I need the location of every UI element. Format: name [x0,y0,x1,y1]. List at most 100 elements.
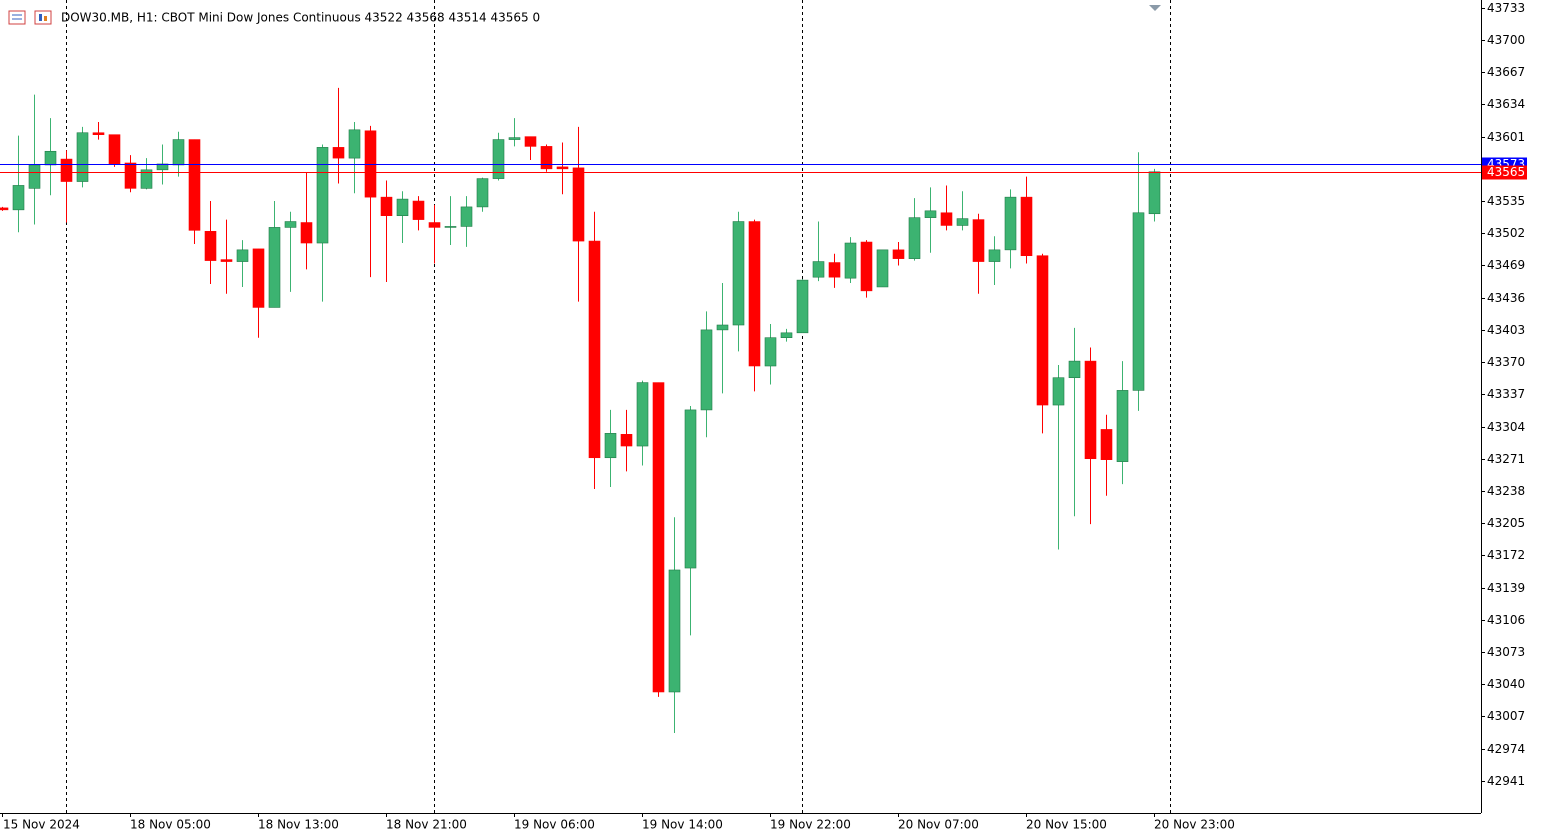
y-tick-label: 43370 [1487,355,1525,369]
candle-body [1004,196,1017,251]
candle-body [556,166,569,170]
candle-body [972,219,985,262]
candle-body [364,130,377,198]
icon [34,10,52,25]
y-tick-label: 43304 [1487,420,1525,434]
chart-title: DOW30.MB, H1: CBOT Mini Dow Jones Contin… [61,11,540,25]
y-tick-label: 43733 [1487,1,1525,15]
candle-body [764,337,777,367]
candle-body [1052,377,1065,406]
candle-body [876,249,889,288]
candle-body [380,196,393,216]
y-tick-label: 43172 [1487,548,1525,562]
candle-body [140,169,153,189]
candle-body [892,249,905,259]
candle-body [124,162,137,189]
x-tick-label: 20 Nov 07:00 [898,818,979,832]
candle-body [492,139,505,179]
candle-body [620,434,633,447]
candle-body [604,433,617,459]
y-tick-label: 43403 [1487,323,1525,337]
x-tick-label: 15 Nov 2024 [3,818,80,832]
y-tick-label: 43502 [1487,226,1525,240]
y-tick-label: 43139 [1487,581,1525,595]
candle-body [156,163,169,171]
y-tick-label: 43700 [1487,33,1525,47]
candle-body [188,139,201,231]
candle-body [828,262,841,278]
x-tick-label: 18 Nov 21:00 [386,818,467,832]
candle-body [572,167,585,242]
icon [44,16,47,21]
candle-body [92,132,105,135]
candle-body [924,210,937,218]
candle-body [444,226,457,228]
icon [39,14,42,21]
y-tick-label: 43106 [1487,613,1525,627]
candle-body [220,259,233,262]
candle-body [636,382,649,447]
candle-body [652,382,665,693]
x-tick-label: 19 Nov 06:00 [514,818,595,832]
candle-body [12,185,25,211]
y-tick-label: 43337 [1487,387,1525,401]
y-tick-label: 43040 [1487,677,1525,691]
candle-body [268,227,281,308]
candle-body [988,249,1001,262]
shift-marker [1149,5,1161,11]
candle-body [844,242,857,279]
candle-body [60,158,73,182]
candle-body [700,329,713,411]
candle-body [172,139,185,166]
candle-body [908,217,921,259]
candle-body [732,221,745,326]
y-tick-label: 42941 [1487,774,1525,788]
candle-body [1100,429,1113,460]
candle-body [348,129,361,159]
y-tick-label: 43238 [1487,484,1525,498]
candle-body [284,221,297,228]
candle-body [668,569,681,693]
candle-body [460,206,473,227]
price-label-box [1482,165,1527,180]
y-tick-label: 43271 [1487,452,1525,466]
candle-body [300,222,313,244]
candle-body [428,222,441,228]
candle-body [0,207,9,211]
candle-body [108,134,121,165]
y-tick-label: 43634 [1487,97,1525,111]
y-tick-label: 43436 [1487,291,1525,305]
candle-body [44,150,57,166]
candle-body [716,324,729,331]
toolbar-icons [8,10,52,25]
candle-body [332,147,345,159]
candle-body [780,332,793,338]
x-tick-label: 19 Nov 14:00 [642,818,723,832]
candle-body [412,200,425,220]
x-tick-label: 18 Nov 05:00 [130,818,211,832]
candle-body [1020,196,1033,257]
y-tick-label: 43007 [1487,709,1525,723]
candle-body [588,240,601,459]
y-tick-label: 43073 [1487,645,1525,659]
candle-body [956,218,969,226]
x-tick-label: 19 Nov 22:00 [770,818,851,832]
candle-body [748,221,761,367]
candle-body [236,249,249,262]
candle-body [316,147,329,244]
price-label: 43565 [1487,165,1525,179]
x-tick-label: 20 Nov 23:00 [1154,818,1235,832]
candle-body [252,248,265,308]
candle-body [812,261,825,278]
candle-body [524,136,537,147]
y-tick-label: 43205 [1487,516,1525,530]
x-tick-label: 18 Nov 13:00 [258,818,339,832]
candle-body [476,178,489,208]
candle-body [508,137,521,140]
icon [8,10,26,25]
candle-body [1148,171,1161,215]
y-tick-label: 43667 [1487,65,1525,79]
candle-body [1036,255,1049,406]
